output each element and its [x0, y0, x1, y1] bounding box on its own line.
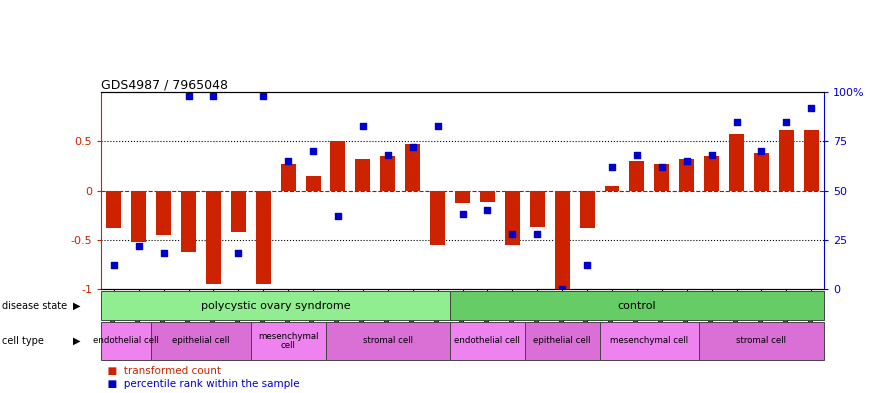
Point [655, 164, 669, 170]
Text: disease state: disease state [2, 301, 67, 310]
Point [206, 93, 220, 99]
Point [381, 152, 395, 158]
Point [131, 242, 145, 249]
Bar [679, 159, 694, 191]
Point [605, 164, 619, 170]
Point [480, 207, 494, 213]
Point [804, 105, 818, 111]
Bar [700, 322, 824, 360]
Bar [101, 322, 152, 360]
Point [356, 123, 370, 129]
Bar [480, 191, 495, 202]
Point [455, 211, 470, 217]
Bar [455, 191, 470, 204]
Bar [405, 145, 420, 191]
Point [306, 148, 320, 154]
Point [729, 119, 744, 125]
Text: mesenchymal
cell: mesenchymal cell [258, 332, 318, 350]
Bar [101, 291, 450, 320]
Bar [255, 191, 270, 284]
Point [555, 286, 569, 292]
Point [405, 144, 419, 151]
Point [506, 231, 520, 237]
Bar [779, 130, 794, 191]
Bar [629, 161, 644, 191]
Text: control: control [618, 301, 656, 310]
Bar [604, 186, 619, 191]
Bar [430, 191, 445, 244]
Point [431, 123, 445, 129]
Bar [251, 322, 325, 360]
Bar [281, 164, 296, 191]
Bar [754, 153, 769, 191]
Bar [206, 191, 221, 284]
Text: epithelial cell: epithelial cell [172, 336, 230, 345]
Point [281, 158, 295, 164]
Text: polycystic ovary syndrome: polycystic ovary syndrome [201, 301, 351, 310]
Bar [729, 134, 744, 191]
Text: endothelial cell: endothelial cell [455, 336, 521, 345]
Bar [131, 191, 146, 242]
Bar [152, 322, 251, 360]
Text: ▶: ▶ [73, 301, 81, 310]
Text: endothelial cell: endothelial cell [93, 336, 159, 345]
Point [630, 152, 644, 158]
Bar [325, 322, 450, 360]
Bar [580, 191, 595, 228]
Point [157, 250, 171, 257]
Text: stromal cell: stromal cell [737, 336, 787, 345]
Text: GDS4987 / 7965048: GDS4987 / 7965048 [101, 78, 228, 91]
Point [780, 119, 794, 125]
Bar [655, 164, 670, 191]
Bar [181, 191, 196, 252]
Bar [156, 191, 171, 235]
Point [705, 152, 719, 158]
Point [679, 158, 693, 164]
Bar [450, 322, 525, 360]
Bar [381, 156, 396, 191]
Bar [803, 130, 818, 191]
Text: cell type: cell type [2, 336, 44, 346]
Bar [107, 191, 122, 228]
Bar [330, 141, 345, 191]
Point [331, 213, 345, 219]
Bar [355, 159, 370, 191]
Text: ■  percentile rank within the sample: ■ percentile rank within the sample [101, 378, 300, 389]
Point [181, 93, 196, 99]
Bar [704, 156, 719, 191]
Bar [525, 322, 600, 360]
Point [580, 262, 594, 268]
Bar [505, 191, 520, 244]
Text: stromal cell: stromal cell [363, 336, 413, 345]
Bar [306, 176, 321, 191]
Bar [529, 191, 544, 227]
Bar [600, 322, 700, 360]
Text: ■  transformed count: ■ transformed count [101, 366, 221, 376]
Bar [555, 191, 570, 289]
Point [530, 231, 544, 237]
Point [754, 148, 768, 154]
Text: ▶: ▶ [73, 336, 81, 346]
Bar [231, 191, 246, 232]
Bar [450, 291, 824, 320]
Text: mesenchymal cell: mesenchymal cell [611, 336, 688, 345]
Text: epithelial cell: epithelial cell [533, 336, 591, 345]
Point [107, 262, 121, 268]
Point [232, 250, 246, 257]
Point [256, 93, 270, 99]
